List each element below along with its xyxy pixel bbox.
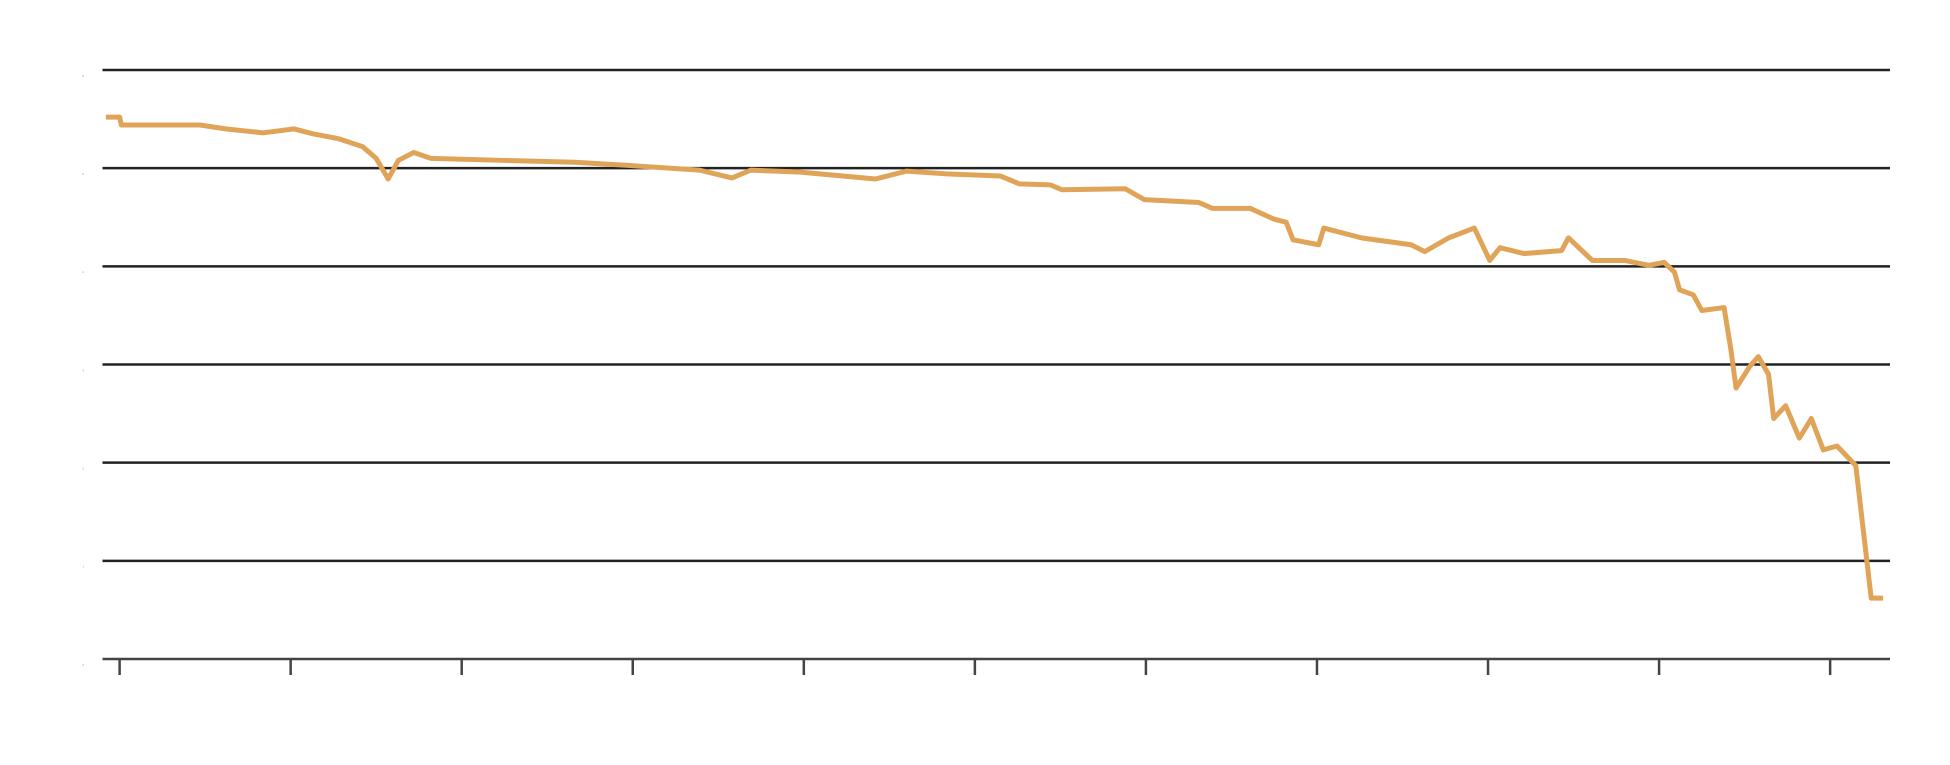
y-tick-label: 2 xyxy=(82,466,84,470)
y-tick-label: 0 xyxy=(82,663,84,667)
y-tick-label: 5 xyxy=(82,172,84,176)
y-tick-label: 6 xyxy=(82,74,84,78)
y-tick-label: 3 xyxy=(82,368,84,372)
line xyxy=(105,114,1884,601)
y-tick-label: 4 xyxy=(82,270,84,274)
y-tick-label: 1 xyxy=(82,565,84,569)
